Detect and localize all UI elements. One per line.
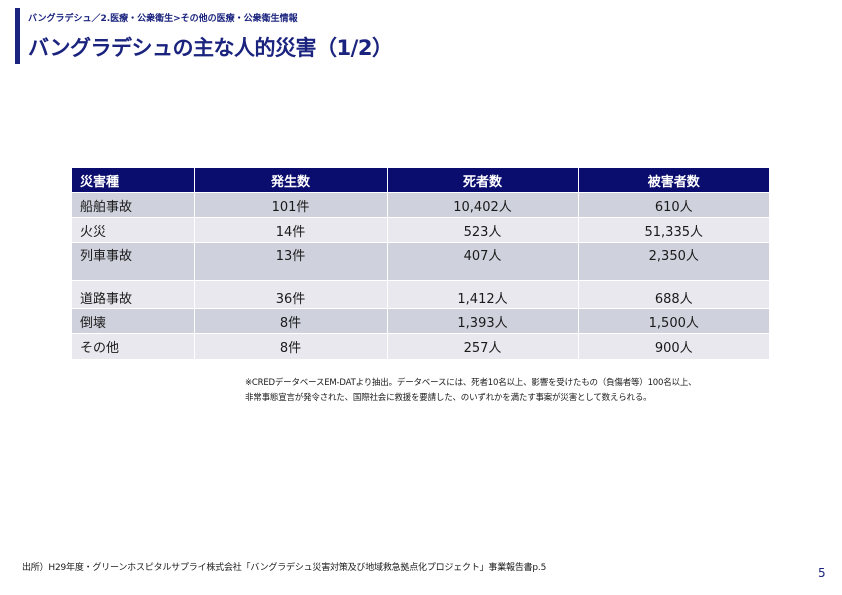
cell-disaster-type: 船舶事故 — [72, 192, 194, 218]
cell-deaths: 1,393人 — [386, 308, 578, 334]
cell-affected: 688人 — [577, 280, 769, 309]
cell-deaths: 407人 — [386, 242, 578, 281]
table-header-row: 災害種 発生数 死者数 被害者数 — [72, 168, 769, 193]
note-line-2: 非常事態宣言が発令された、国際社会に救援を要請した、のいずれかを満たす事案が災害… — [245, 393, 652, 403]
cell-affected: 51,335人 — [577, 217, 769, 243]
source-citation: 出所）H29年度・グリーンホスピタルサプライ株式会社「バングラデシュ災害対策及び… — [22, 563, 547, 573]
table-row: その他 8件 257人 900人 — [72, 333, 769, 360]
cell-affected: 2,350人 — [577, 242, 769, 281]
cell-occurrences: 36件 — [193, 280, 387, 309]
header-disaster-type: 災害種 — [72, 168, 194, 193]
cell-disaster-type: 列車事故 — [72, 242, 194, 281]
cell-deaths: 523人 — [386, 217, 578, 243]
cell-affected: 1,500人 — [577, 308, 769, 334]
cell-occurrences: 8件 — [193, 333, 387, 360]
page-title: バングラデシュの主な人的災害（1/2） — [28, 36, 393, 60]
title-accent-bar — [15, 8, 20, 64]
note-line-1: ※CREDデータベースEM-DATより抽出。データベースには、死者10名以上、影… — [245, 378, 697, 388]
cell-disaster-type: 道路事故 — [72, 280, 194, 309]
disaster-table: 災害種 発生数 死者数 被害者数 船舶事故 101件 10,402人 610人 … — [72, 168, 769, 360]
cell-occurrences: 101件 — [193, 192, 387, 218]
header-occurrences: 発生数 — [193, 168, 387, 193]
cell-occurrences: 14件 — [193, 217, 387, 243]
table-row: 船舶事故 101件 10,402人 610人 — [72, 192, 769, 218]
cell-deaths: 1,412人 — [386, 280, 578, 309]
cell-affected: 610人 — [577, 192, 769, 218]
table-row: 道路事故 36件 1,412人 688人 — [72, 280, 769, 309]
cell-disaster-type: 火災 — [72, 217, 194, 243]
cell-occurrences: 8件 — [193, 308, 387, 334]
table-row: 列車事故 13件 407人 2,350人 — [72, 242, 769, 281]
cell-occurrences: 13件 — [193, 242, 387, 281]
cell-deaths: 257人 — [386, 333, 578, 360]
cell-disaster-type: 倒壊 — [72, 308, 194, 334]
table-row: 火災 14件 523人 51,335人 — [72, 217, 769, 243]
cell-disaster-type: その他 — [72, 333, 194, 360]
breadcrumb: バングラデシュ／2.医療・公衆衛生>その他の医療・公衆衛生情報 — [28, 14, 298, 24]
header-affected: 被害者数 — [577, 168, 769, 193]
header-deaths: 死者数 — [386, 168, 578, 193]
page-number: 5 — [818, 566, 826, 580]
table-row: 倒壊 8件 1,393人 1,500人 — [72, 308, 769, 334]
cell-deaths: 10,402人 — [386, 192, 578, 218]
table-note: ※CREDデータベースEM-DATより抽出。データベースには、死者10名以上、影… — [245, 376, 697, 406]
cell-affected: 900人 — [577, 333, 769, 360]
